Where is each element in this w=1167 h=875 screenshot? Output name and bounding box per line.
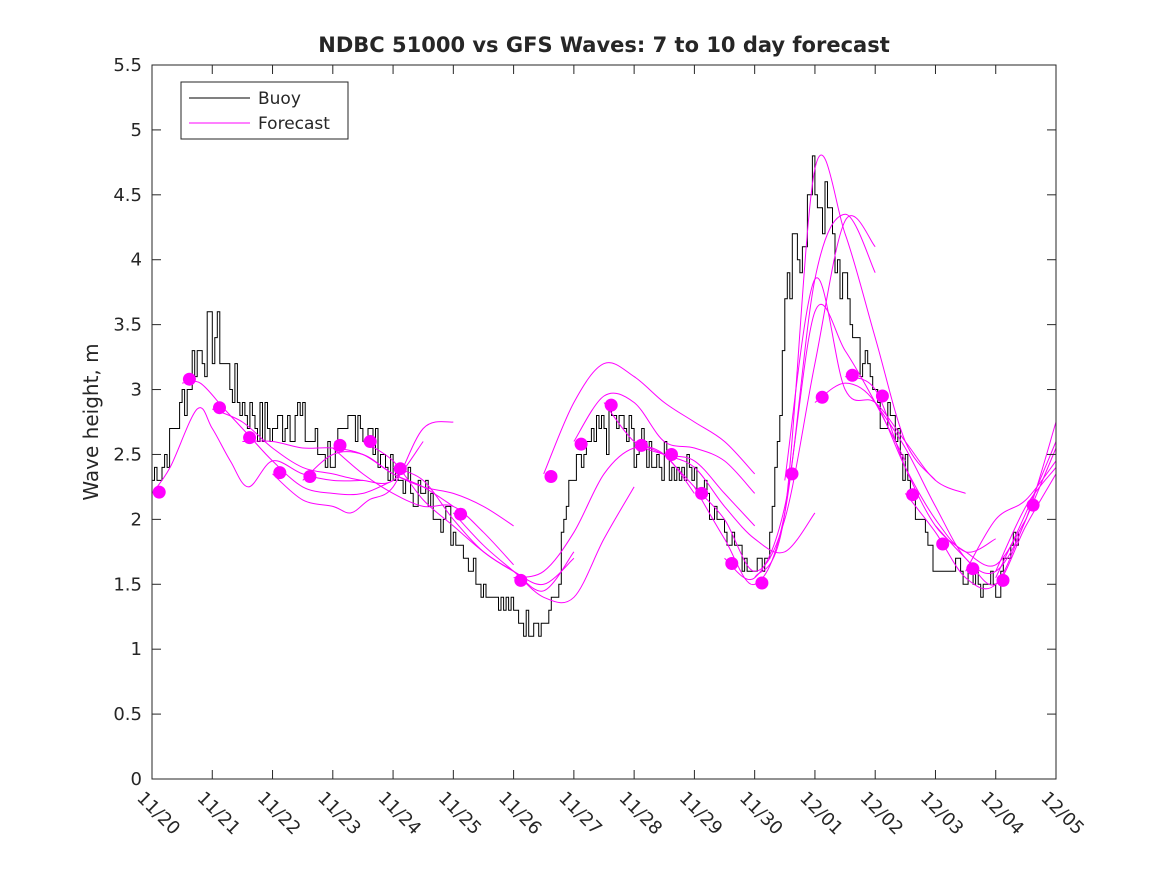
forecast-marker — [152, 485, 166, 499]
forecast-marker — [785, 467, 799, 481]
buoy-series — [152, 155, 1019, 637]
forecast-line — [362, 441, 575, 586]
forecast-marker — [544, 470, 558, 483]
forecast-marker — [695, 486, 709, 500]
forecast-line — [995, 441, 1057, 579]
y-tick-label: 4.5 — [113, 185, 142, 206]
forecast-marker — [333, 438, 347, 452]
forecast-line — [784, 277, 966, 494]
forecast-line — [754, 154, 936, 579]
y-tick-label: 4 — [131, 250, 142, 271]
plot-frame — [151, 64, 1057, 780]
forecast-line — [272, 421, 454, 514]
forecast-marker — [906, 488, 920, 502]
y-tick-label: 3 — [131, 380, 142, 401]
y-tick-label: 2 — [131, 509, 142, 530]
forecast-marker — [936, 537, 950, 551]
forecast-marker — [1026, 498, 1040, 512]
y-tick-label: 1.5 — [113, 574, 142, 595]
legend-box — [180, 81, 349, 140]
forecast-line — [543, 362, 756, 475]
y-axis-ticks: 0 0.5 1 1.5 2 2.5 3 3.5 4 4.5 5 5.5 — [113, 55, 1056, 790]
forecast-line — [332, 447, 514, 566]
forecast-marker — [363, 435, 377, 448]
forecast-marker — [815, 390, 829, 404]
forecast-marker — [875, 389, 889, 403]
forecast-marker — [755, 576, 769, 590]
forecast-marker — [273, 466, 287, 480]
y-axis-label: Wave height, m — [79, 343, 103, 500]
forecast-marker — [604, 398, 618, 412]
legend-buoy-label: Buoy — [258, 89, 301, 109]
y-tick-label: 2.5 — [113, 444, 142, 465]
forecast-line — [452, 486, 635, 604]
forecast-series — [151, 154, 1057, 604]
y-tick-label: 5 — [131, 120, 142, 141]
y-tick-label: 0.5 — [113, 704, 142, 725]
forecast-marker — [454, 507, 468, 521]
forecast-line — [392, 466, 575, 592]
chart-title: NDBC 51000 vs GFS Waves: 7 to 10 day for… — [318, 33, 889, 57]
forecast-marker — [996, 573, 1010, 587]
forecast-marker — [243, 431, 257, 445]
forecast-line — [844, 376, 1027, 567]
forecast-marker — [303, 470, 317, 483]
forecast-line — [965, 460, 1057, 572]
legend: Buoy Forecast — [180, 81, 349, 140]
forecast-marker — [514, 573, 528, 587]
forecast-line — [693, 213, 876, 585]
y-tick-label: 0 — [131, 769, 142, 790]
forecast-line — [302, 451, 514, 527]
forecast-marker — [213, 401, 226, 415]
forecast-line — [151, 407, 363, 494]
y-tick-label: 3.5 — [113, 315, 142, 336]
forecast-marker — [182, 372, 196, 386]
forecast-line — [995, 467, 1057, 572]
forecast-marker — [725, 557, 739, 570]
y-tick-label: 1 — [131, 639, 142, 660]
forecast-marker — [966, 562, 980, 576]
legend-forecast-label: Forecast — [258, 114, 330, 134]
forecast-line — [573, 392, 756, 494]
forecast-marker — [393, 462, 407, 476]
forecast-marker — [634, 438, 648, 452]
forecast-marker — [574, 437, 588, 451]
forecast-marker — [845, 368, 859, 382]
forecast-line — [212, 408, 424, 485]
forecast-line — [603, 402, 756, 527]
forecast-marker — [665, 448, 678, 461]
y-tick-label: 5.5 — [113, 55, 142, 76]
forecast-line — [182, 380, 394, 496]
forecast-markers — [152, 368, 1040, 590]
buoy-line — [152, 155, 1019, 637]
